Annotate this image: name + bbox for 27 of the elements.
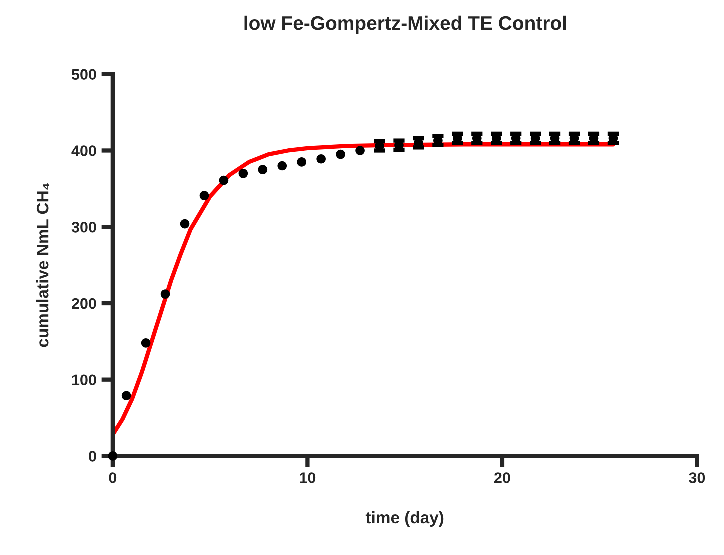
point [219,176,229,186]
point [297,158,307,167]
point [122,391,132,401]
y-tick-label: 100 [72,374,96,386]
point [180,219,190,229]
point [160,290,170,299]
point [141,338,151,348]
y-tick-label: 300 [72,222,96,233]
point [108,452,118,461]
y-tick-label: 500 [72,69,96,80]
x-axis-title: time (day) [366,511,444,527]
point [316,154,326,164]
y-tick-label: 400 [72,146,96,156]
x-tick-label: 10 [300,472,316,484]
point [278,161,288,171]
y-tick-label: 0 [89,451,96,462]
point [238,168,248,178]
y-axis-title: cumulative NmL CH₄ [36,184,50,348]
x-tick-label: 30 [689,472,706,484]
point [200,191,210,200]
point [336,150,346,160]
chart-title: low Fe-Gompertz-Mixed TE Control [244,16,566,34]
point [356,146,365,156]
x-tick-label: 20 [494,472,510,484]
point [258,165,268,174]
x-tick-label: 0 [109,472,117,484]
y-tick-label: 200 [72,298,96,310]
